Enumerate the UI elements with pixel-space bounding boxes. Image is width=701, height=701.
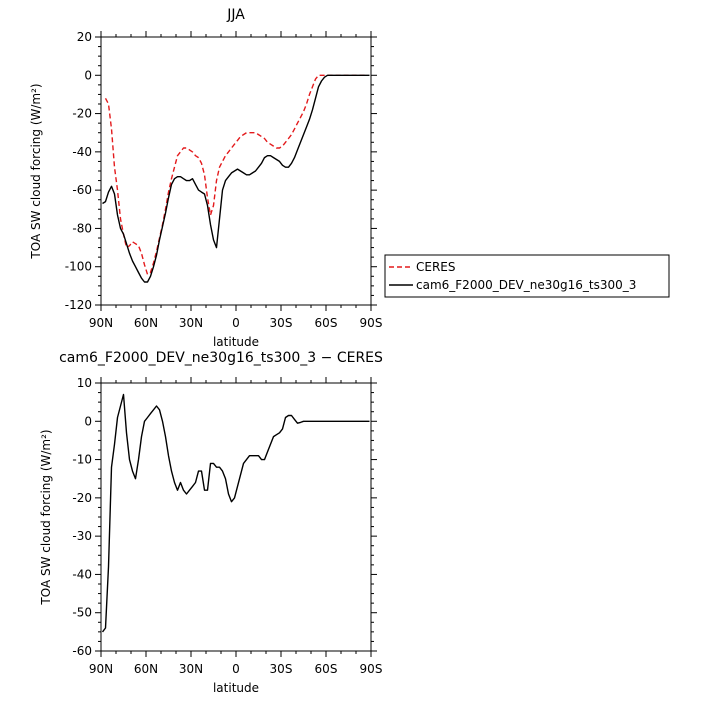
legend-label: CERES	[416, 260, 456, 274]
series-line-ceres	[104, 74, 367, 276]
x-tick-label: 60S	[315, 662, 338, 676]
plot-frame	[100, 36, 372, 306]
x-tick-label: 30N	[179, 662, 203, 676]
x-tick-label: 30N	[179, 316, 203, 330]
y-tick-label: -20	[72, 491, 92, 505]
x-tick-label: 60S	[315, 316, 338, 330]
y-tick-label: -120	[65, 298, 92, 312]
x-axis-label: latitude	[213, 335, 259, 349]
y-tick-label: -20	[72, 107, 92, 121]
x-tick-label: 0	[232, 662, 240, 676]
x-tick-label: 90N	[89, 316, 113, 330]
x-tick-label: 90N	[89, 662, 113, 676]
y-tick-label: -50	[72, 606, 92, 620]
y-tick-label: -60	[72, 644, 92, 658]
plot-frame	[100, 382, 372, 652]
y-tick-label: 20	[77, 30, 92, 44]
x-tick-label: 60N	[134, 662, 158, 676]
y-tick-label: -30	[72, 529, 92, 543]
x-tick-label: 30S	[270, 316, 293, 330]
x-axis-label: latitude	[213, 681, 259, 695]
x-tick-label: 0	[232, 316, 240, 330]
chart-title: cam6_F2000_DEV_ne30g16_ts300_3 − CERES	[59, 350, 383, 366]
y-axis-label: TOA SW cloud forcing (W/m²)	[39, 429, 53, 605]
chart-panel-2: -60 -50 -40 -30 -20 -10 0 10 90N 60N 30N 0 30S 60S 90S…	[39, 350, 383, 695]
y-tick-label: 0	[84, 68, 92, 82]
y-axis-label: TOA SW cloud forcing (W/m²)	[29, 83, 43, 259]
x-tick-label: 60N	[134, 316, 158, 330]
x-tick-label: 90S	[360, 316, 383, 330]
legend: CERES cam6_F2000_DEV_ne30g16_ts300_3	[384, 254, 670, 298]
y-tick-label: -80	[72, 221, 92, 235]
y-tick-label: -40	[72, 567, 92, 581]
y-tick-label: -40	[72, 145, 92, 159]
legend-box	[384, 254, 670, 298]
y-tick-label: 0	[84, 414, 92, 428]
x-tick-label: 90S	[360, 662, 383, 676]
y-tick-label: 10	[77, 376, 92, 390]
legend-label: cam6_F2000_DEV_ne30g16_ts300_3	[416, 278, 636, 292]
x-tick-label: 30S	[270, 662, 293, 676]
y-tick-label: -60	[72, 183, 92, 197]
chart-panel-1: -120 -100 -80 -60 -40 -20 0 20 90N 60N 30N 0 30S 60S 9…	[29, 7, 670, 349]
series-line-cam6-f2000-dev-ne30g16-ts300-3	[102, 74, 370, 283]
y-tick-label: -100	[65, 260, 92, 274]
y-tick-label: -10	[72, 453, 92, 467]
chart-title: JJA	[226, 7, 245, 23]
difference-series-line	[101, 393, 370, 633]
